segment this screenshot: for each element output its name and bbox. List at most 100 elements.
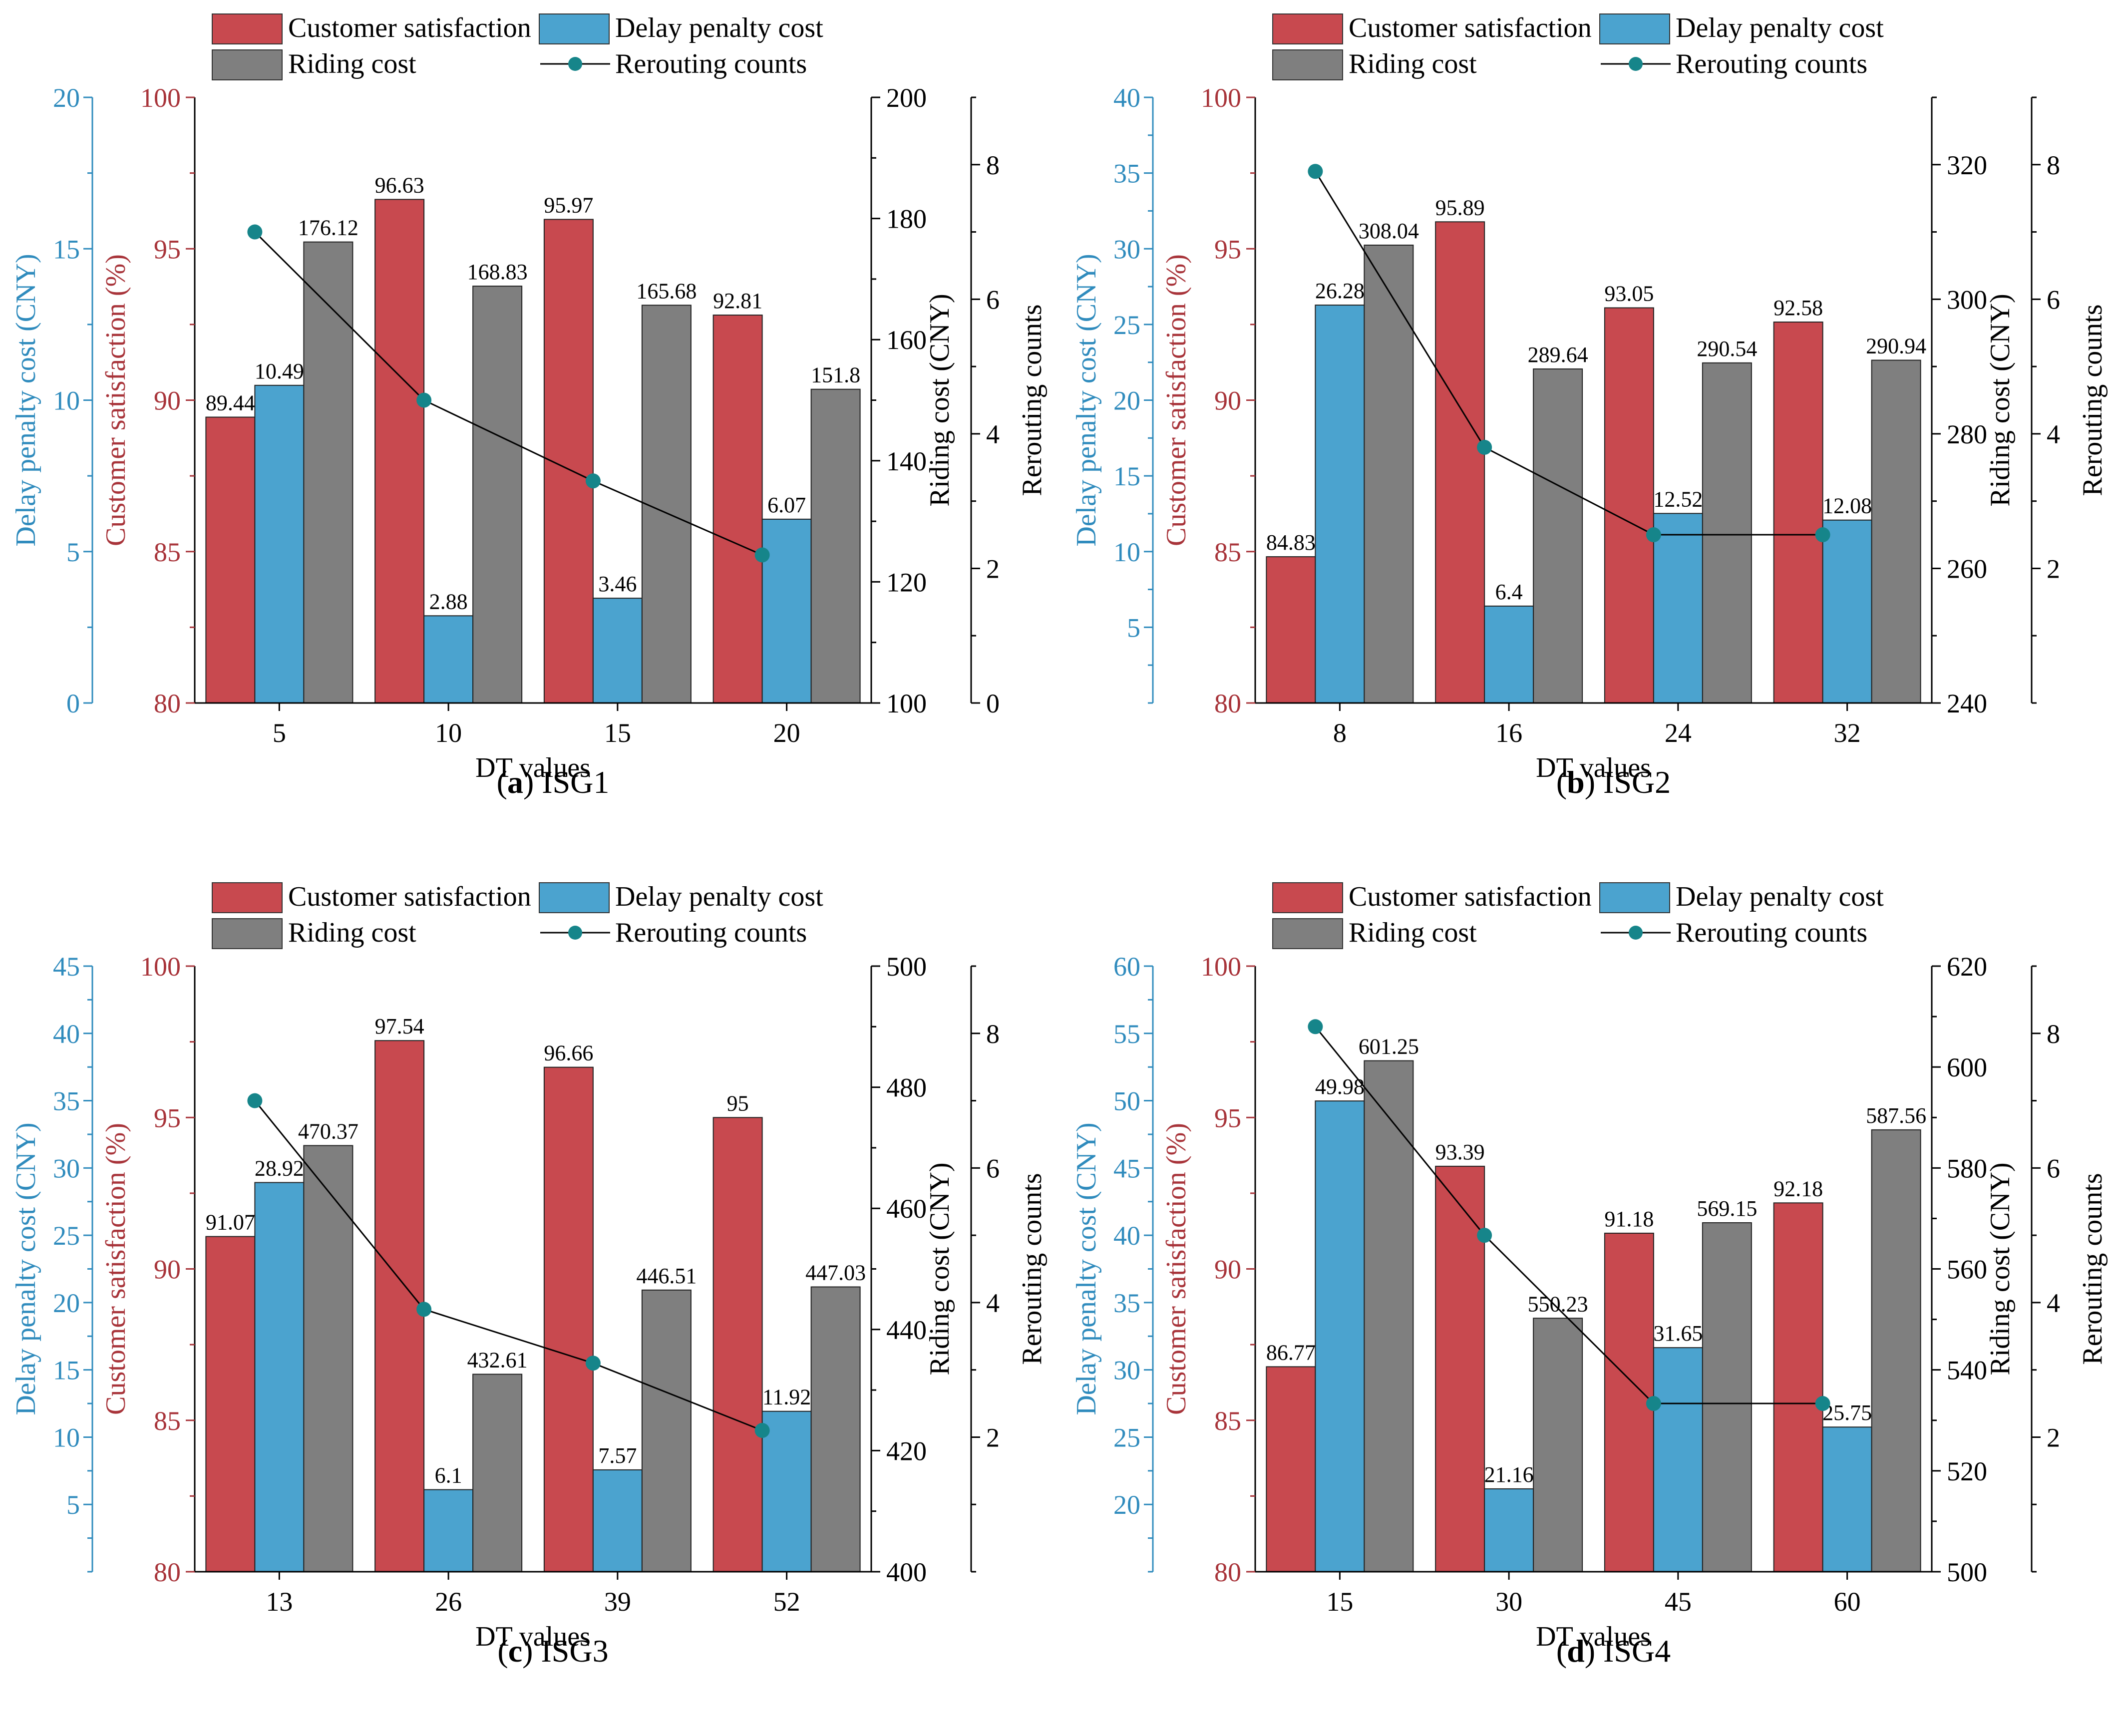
x-tick-label-52: 52 bbox=[773, 1587, 800, 1617]
satisfaction-tick-label-80: 80 bbox=[1214, 689, 1241, 718]
riding-axis-title: Riding cost (CNY) bbox=[1985, 294, 2016, 506]
satisfaction-axis-title: Customer satisfaction (%) bbox=[1161, 1123, 1192, 1415]
penalty-tick-label-10: 10 bbox=[53, 1422, 80, 1452]
rerouting-point-20 bbox=[754, 547, 770, 563]
caption-letter: b bbox=[1567, 764, 1585, 800]
riding-tick-label-200: 200 bbox=[886, 83, 927, 113]
satisfaction-axis: 80 85 90 95 100 Customer satisfaction (%) bbox=[100, 83, 195, 718]
data-label-riding-39: 446.51 bbox=[636, 1264, 697, 1288]
x-axis-title: DT values bbox=[475, 1621, 591, 1652]
legend-swatch-riding bbox=[212, 49, 283, 80]
rerouting-tick-label-0: 0 bbox=[986, 689, 1000, 718]
chart-panel-d: Customer satisfaction Delay penalty cost R… bbox=[1071, 881, 2108, 1669]
riding-axis-title: Riding cost (CNY) bbox=[924, 294, 955, 506]
riding-tick-label-240: 240 bbox=[1947, 689, 1987, 718]
penalty-tick-label-30: 30 bbox=[53, 1153, 80, 1183]
penalty-axis-title: Delay penalty cost (CNY) bbox=[1071, 254, 1102, 546]
riding-tick-label-320: 320 bbox=[1947, 150, 1987, 180]
rerouting-point-16 bbox=[1477, 439, 1492, 455]
legend-swatch-satisfaction bbox=[1272, 882, 1343, 913]
legend-label-riding: Riding cost bbox=[1349, 917, 1477, 948]
caption-letter: d bbox=[1567, 1633, 1585, 1669]
rerouting-point-13 bbox=[247, 1093, 263, 1108]
penalty-axis: 5 10 15 20 25 30 35 40 45 Delay penalty cost (CNY… bbox=[10, 952, 93, 1573]
satisfaction-axis-title: Customer satisfaction (%) bbox=[100, 254, 131, 546]
data-label-riding-20: 151.8 bbox=[811, 363, 860, 387]
satisfaction-tick-label-80: 80 bbox=[154, 1557, 181, 1587]
penalty-axis: 20 25 30 35 40 45 50 55 60 Delay penalty cost (CN… bbox=[1071, 952, 1154, 1573]
x-tick-label-60: 60 bbox=[1834, 1587, 1861, 1617]
data-label-riding-13: 470.37 bbox=[298, 1119, 358, 1143]
penalty-tick-label-60: 60 bbox=[1113, 952, 1140, 982]
rerouting-axis: 0 2 4 6 8 Rerouting counts bbox=[970, 96, 1048, 718]
chart-panel-c: Customer satisfaction Delay penalty cost R… bbox=[10, 881, 1048, 1669]
rerouting-line bbox=[1315, 171, 1823, 536]
penalty-tick-label-0: 0 bbox=[66, 689, 80, 718]
data-label-riding-15: 165.68 bbox=[636, 279, 697, 303]
data-label-riding-24: 290.54 bbox=[1697, 337, 1757, 361]
caption-text: (c) ISG3 bbox=[497, 1633, 608, 1669]
x-tick-label-16: 16 bbox=[1495, 718, 1522, 748]
data-label-satisfaction-20: 92.81 bbox=[713, 289, 762, 313]
data-label-riding-8: 308.04 bbox=[1359, 219, 1419, 243]
data-label-riding-45: 569.15 bbox=[1697, 1196, 1757, 1221]
penalty-tick-label-20: 20 bbox=[53, 83, 80, 113]
x-axis: 5 10 15 20 DT values bbox=[273, 703, 800, 783]
bar-satisfaction-39 bbox=[543, 1066, 594, 1573]
bar-riding-13 bbox=[303, 1145, 354, 1572]
rerouting-point-32 bbox=[1815, 527, 1830, 543]
rerouting-tick-label-6: 6 bbox=[2047, 1153, 2060, 1183]
satisfaction-axis: 80 85 90 95 100 Customer satisfaction (%) bbox=[100, 952, 195, 1587]
x-axis-title: DT values bbox=[1536, 1621, 1651, 1652]
penalty-tick-label-50: 50 bbox=[1113, 1086, 1140, 1116]
bar-satisfaction-13 bbox=[205, 1236, 256, 1572]
rerouting-series bbox=[247, 1093, 770, 1438]
bar-penalty-15 bbox=[1315, 1100, 1365, 1572]
bar-satisfaction-8 bbox=[1266, 556, 1316, 704]
data-label-satisfaction-26: 97.54 bbox=[375, 1014, 424, 1039]
bar-satisfaction-15 bbox=[1266, 1366, 1316, 1572]
riding-tick-label-500: 500 bbox=[886, 952, 927, 982]
penalty-axis: 5 10 15 20 25 30 35 40 Delay penalty cost (CNY) bbox=[1071, 83, 1154, 704]
data-label-satisfaction-15: 95.97 bbox=[544, 193, 593, 217]
data-label-penalty-26: 6.1 bbox=[435, 1463, 462, 1488]
bar-penalty-10 bbox=[423, 615, 474, 703]
penalty-tick-label-40: 40 bbox=[53, 1019, 80, 1049]
data-label-riding-16: 289.64 bbox=[1528, 343, 1588, 367]
penalty-axis-title: Delay penalty cost (CNY) bbox=[1071, 1122, 1102, 1415]
legend-label-rerouting: Rerouting counts bbox=[615, 917, 807, 948]
satisfaction-tick-label-90: 90 bbox=[1214, 386, 1241, 416]
satisfaction-tick-label-90: 90 bbox=[154, 1255, 181, 1285]
x-tick-label-8: 8 bbox=[1333, 718, 1347, 748]
bars: 91.07 28.92 470.37 97.54 6.1 432.61 96.66 7.57 4… bbox=[205, 1014, 866, 1573]
legend-label-rerouting: Rerouting counts bbox=[615, 48, 807, 79]
rerouting-axis: 2 4 6 8 Rerouting counts bbox=[970, 965, 1048, 1573]
x-tick-label-20: 20 bbox=[773, 718, 800, 748]
rerouting-point-52 bbox=[754, 1422, 770, 1438]
legend-label-riding: Riding cost bbox=[1349, 48, 1477, 79]
satisfaction-tick-label-85: 85 bbox=[1214, 537, 1241, 567]
bar-riding-30 bbox=[1533, 1318, 1583, 1572]
caption-letter: c bbox=[508, 1633, 522, 1669]
rerouting-axis-title: Rerouting counts bbox=[2077, 304, 2108, 496]
x-tick-label-45: 45 bbox=[1665, 1587, 1692, 1617]
legend: Customer satisfaction Delay penalty cost R… bbox=[1272, 881, 1884, 949]
rerouting-point-10 bbox=[416, 392, 432, 408]
penalty-tick-label-25: 25 bbox=[53, 1221, 80, 1251]
rerouting-axis-title: Rerouting counts bbox=[2077, 1173, 2108, 1365]
legend-label-riding: Riding cost bbox=[288, 917, 416, 948]
riding-tick-label-560: 560 bbox=[1947, 1255, 1987, 1285]
penalty-tick-label-15: 15 bbox=[1113, 461, 1140, 491]
rerouting-tick-label-2: 2 bbox=[2047, 554, 2060, 584]
rerouting-point-26 bbox=[416, 1302, 432, 1317]
legend-label-penalty: Delay penalty cost bbox=[1676, 881, 1884, 912]
riding-axis: 100 120 140 160 180 200 Riding cost (CNY) bbox=[871, 83, 955, 718]
bar-satisfaction-10 bbox=[374, 199, 425, 703]
data-label-penalty-24: 12.52 bbox=[1653, 487, 1703, 511]
rerouting-axis: 2 4 6 8 Rerouting counts bbox=[2031, 96, 2108, 704]
rerouting-tick-label-6: 6 bbox=[986, 1153, 1000, 1183]
penalty-tick-label-55: 55 bbox=[1113, 1019, 1140, 1049]
rerouting-tick-label-8: 8 bbox=[986, 1019, 1000, 1049]
bar-penalty-16 bbox=[1484, 605, 1534, 704]
